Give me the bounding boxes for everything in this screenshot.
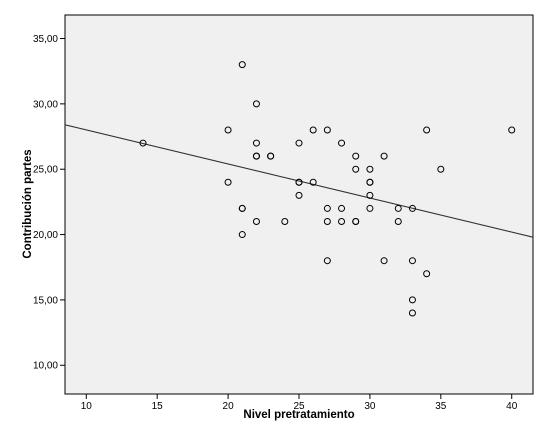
plot-area [64, 14, 534, 395]
data-point [281, 217, 289, 225]
data-point [408, 296, 416, 304]
x-tick-label: 15 [152, 401, 164, 412]
data-point [295, 191, 303, 199]
data-point [238, 61, 246, 69]
data-point [252, 100, 260, 108]
data-point [238, 204, 246, 212]
y-tick-label: 30,00 [33, 99, 58, 110]
data-point [380, 152, 388, 160]
x-tick-label: 25 [293, 401, 305, 412]
x-tick-label: 30 [364, 401, 376, 412]
data-point [267, 152, 275, 160]
data-point [309, 126, 317, 134]
data-point [394, 217, 402, 225]
data-point [423, 270, 431, 278]
x-tick-label: 40 [506, 401, 518, 412]
data-point [508, 126, 516, 134]
regression-line [64, 124, 534, 238]
y-tick-label: 10,00 [33, 361, 58, 372]
data-point [238, 231, 246, 239]
data-point [352, 152, 360, 160]
data-point [408, 309, 416, 317]
data-point [423, 126, 431, 134]
data-point [366, 204, 374, 212]
data-point [352, 217, 360, 225]
data-point [139, 139, 147, 147]
y-tick-label: 25,00 [33, 165, 58, 176]
x-tick-label: 20 [223, 401, 235, 412]
data-point [366, 178, 374, 186]
data-point [224, 126, 232, 134]
data-point [380, 257, 388, 265]
data-points [139, 61, 516, 317]
y-tick-label: 15,00 [33, 295, 58, 306]
data-point [437, 165, 445, 173]
data-point [224, 178, 232, 186]
x-tick-label: 35 [435, 401, 447, 412]
data-point [252, 139, 260, 147]
x-tick-label: 10 [81, 401, 93, 412]
data-point [394, 204, 402, 212]
y-tick-label: 35,00 [33, 34, 58, 45]
x-axis: 10 15 20 25 30 35 40 [81, 394, 518, 412]
data-point [323, 257, 331, 265]
data-point [366, 165, 374, 173]
data-point [323, 217, 331, 225]
data-point [252, 152, 260, 160]
data-point [338, 217, 346, 225]
data-point [323, 126, 331, 134]
data-point [408, 204, 416, 212]
data-point [252, 217, 260, 225]
y-tick-label: 20,00 [33, 230, 58, 241]
data-point [338, 204, 346, 212]
y-axis-title: Contribución partes [22, 149, 34, 258]
data-point [338, 139, 346, 147]
data-point [352, 165, 360, 173]
data-point [366, 191, 374, 199]
data-point [323, 204, 331, 212]
x-axis-title: Nivel pretratamiento [243, 409, 354, 421]
data-point [295, 139, 303, 147]
data-point [309, 178, 317, 186]
data-point [295, 178, 303, 186]
data-point [408, 257, 416, 265]
y-axis: 10,00 15,00 20,00 25,00 30,00 35,00 [33, 34, 65, 372]
